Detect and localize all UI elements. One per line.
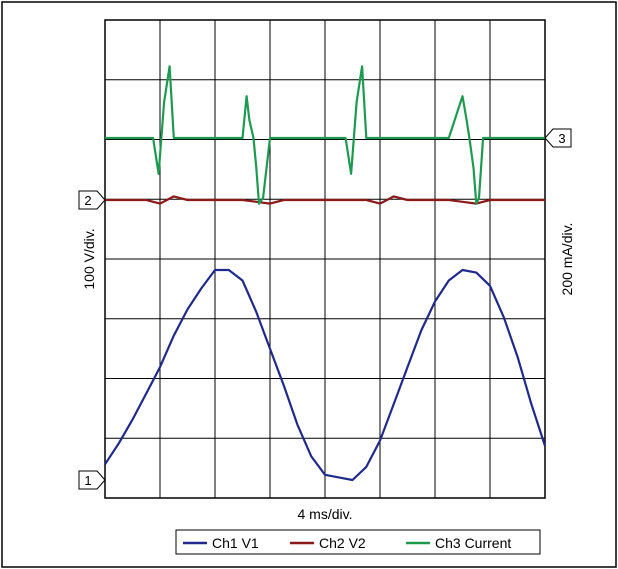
series-line-ch3 (105, 65, 545, 205)
series-line-ch1 (104, 268, 547, 482)
y-axis-right-label: 200 mA/div. (559, 223, 575, 296)
channel-markers: 1 2 3 (78, 128, 572, 490)
channel-marker-1: 1 (78, 470, 106, 490)
traces (104, 65, 547, 482)
channel-marker-label: 2 (84, 193, 91, 208)
legend-label: Ch3 Current (435, 535, 511, 551)
legend: Ch1 V1 Ch2 V2 Ch3 Current (175, 529, 541, 555)
y-axis-left-label: 100 V/div. (81, 228, 97, 289)
legend-label: Ch2 V2 (319, 535, 366, 551)
series-line-ch2 (105, 195, 545, 205)
x-axis-label: 4 ms/div. (298, 506, 353, 522)
channel-marker-2: 2 (78, 190, 106, 210)
channel-marker-3: 3 (544, 128, 572, 148)
legend-label: Ch1 V1 (212, 535, 259, 551)
channel-marker-label: 3 (558, 131, 565, 146)
channel-marker-label: 1 (84, 473, 91, 488)
plot-border (104, 19, 546, 499)
legend-box (175, 529, 541, 555)
